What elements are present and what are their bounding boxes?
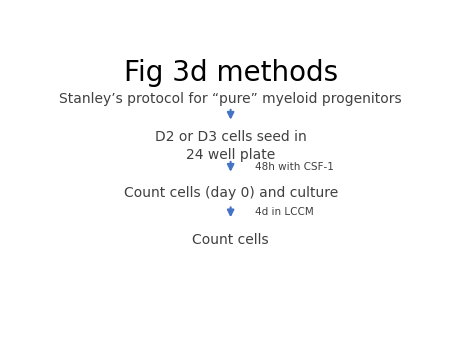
Text: Fig 3d methods: Fig 3d methods bbox=[124, 59, 338, 87]
Text: 4d in LCCM: 4d in LCCM bbox=[255, 207, 314, 217]
Text: D2 or D3 cells seed in
24 well plate: D2 or D3 cells seed in 24 well plate bbox=[155, 130, 306, 162]
Text: 48h with CSF-1: 48h with CSF-1 bbox=[255, 162, 334, 172]
Text: Stanley’s protocol for “pure” myeloid progenitors: Stanley’s protocol for “pure” myeloid pr… bbox=[59, 92, 402, 106]
Text: Count cells: Count cells bbox=[192, 233, 269, 247]
Text: Count cells (day 0) and culture: Count cells (day 0) and culture bbox=[123, 186, 338, 200]
